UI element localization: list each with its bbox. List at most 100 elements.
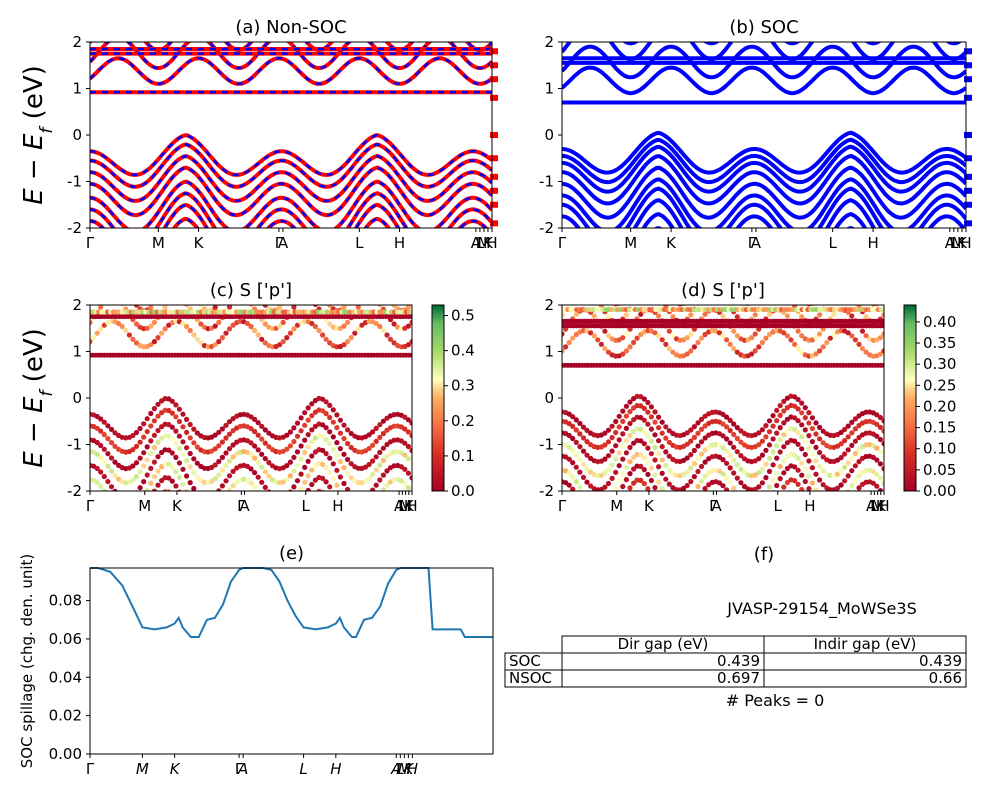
scatter-point — [159, 464, 165, 470]
scatter-point — [609, 434, 615, 441]
scatter-point — [273, 545, 278, 550]
scatter-point — [202, 513, 207, 518]
scatter-point — [309, 481, 315, 488]
scatter-point — [713, 261, 718, 266]
scatter-point — [373, 438, 379, 444]
scatter-point — [309, 401, 315, 407]
scatter-point — [169, 424, 175, 430]
scatter-point — [151, 406, 157, 412]
scatter-point — [309, 298, 314, 303]
scatter-point — [609, 423, 615, 429]
scatter-point — [370, 296, 375, 301]
scatter-point — [374, 298, 379, 303]
scatter-point — [574, 267, 579, 272]
scatter-point — [817, 293, 822, 298]
scatter-point — [330, 475, 336, 482]
scatter-point — [799, 422, 805, 428]
scatter-point — [613, 429, 619, 436]
panel-b-title: (b) SOC — [729, 17, 798, 38]
scatter-point — [105, 297, 110, 302]
scatter-point — [151, 319, 157, 325]
scatter-point — [799, 460, 805, 466]
scatter-point — [699, 506, 704, 511]
scatter-point — [90, 339, 93, 345]
scatter-point — [720, 411, 726, 417]
scatter-point — [795, 346, 801, 352]
scatter-point — [352, 289, 357, 294]
x-tick-label: A — [394, 497, 405, 515]
scatter-point — [610, 537, 615, 542]
scatter-point — [298, 428, 304, 434]
scatter-point — [130, 477, 136, 483]
band-line — [562, 153, 966, 206]
scatter-point — [398, 478, 404, 484]
scatter-point — [759, 438, 766, 444]
scatter-point — [613, 456, 619, 462]
scatter-point — [738, 509, 743, 514]
scatter-point — [731, 457, 737, 463]
x-tick-label: Γ — [748, 234, 757, 252]
scatter-point — [213, 541, 218, 546]
scatter-point — [380, 487, 386, 491]
scatter-point — [302, 422, 308, 428]
scatter-point — [176, 460, 182, 466]
scatter-point — [341, 480, 347, 487]
scatter-point — [864, 295, 869, 300]
scatter-point — [284, 477, 290, 483]
scatter-point — [588, 287, 593, 292]
scatter-point — [763, 335, 769, 341]
x-tick-label: Γ — [86, 760, 95, 778]
scatter-point — [756, 484, 762, 490]
scatter-point — [678, 551, 683, 556]
scatter-point — [330, 407, 336, 413]
scatter-point — [570, 460, 576, 466]
scatter-point — [584, 509, 589, 514]
scatter-point — [734, 333, 740, 339]
scatter-point — [574, 507, 579, 512]
scatter-point — [374, 513, 379, 518]
scatter-point — [148, 465, 154, 471]
scatter-point — [212, 305, 218, 311]
scatter-point — [284, 510, 289, 515]
scatter-point — [320, 422, 326, 428]
table-cell: 0.66 — [929, 669, 962, 687]
scatter-point — [584, 452, 590, 458]
scatter-point — [220, 514, 225, 519]
edge-marker — [490, 220, 498, 227]
scatter-point — [570, 448, 576, 454]
edge-marker — [964, 187, 972, 194]
scatter-point — [813, 351, 819, 357]
scatter-point — [817, 424, 823, 430]
scatter-point — [159, 492, 164, 497]
x-tick-label: L — [829, 234, 838, 252]
scatter-point — [623, 413, 630, 419]
scatter-point — [287, 473, 293, 479]
scatter-point — [137, 455, 143, 461]
scatter-point — [616, 450, 622, 456]
scatter-point — [860, 496, 865, 501]
scatter-point — [734, 475, 740, 481]
scatter-point — [605, 333, 612, 339]
scatter-point — [309, 467, 315, 473]
scatter-point — [255, 459, 261, 465]
scatter-point — [774, 470, 780, 476]
scatter-point — [724, 502, 729, 507]
scatter-point — [849, 496, 854, 501]
scatter-point — [606, 295, 611, 300]
scatter-point — [166, 421, 172, 428]
scatter-point — [270, 542, 275, 547]
scatter-point — [820, 454, 826, 460]
scatter-point — [806, 486, 812, 491]
scatter-point — [781, 458, 787, 464]
scatter-point — [809, 439, 816, 445]
scatter-point — [405, 323, 411, 329]
scatter-point — [856, 282, 861, 287]
scatter-point — [720, 433, 726, 439]
scatter-point — [126, 332, 132, 338]
x-tick-label: L — [299, 760, 307, 778]
scatter-point — [334, 425, 340, 431]
scatter-point — [838, 482, 844, 488]
scatter-point — [767, 267, 772, 272]
scatter-point — [645, 409, 651, 415]
y-tick-label: 1 — [72, 80, 82, 98]
